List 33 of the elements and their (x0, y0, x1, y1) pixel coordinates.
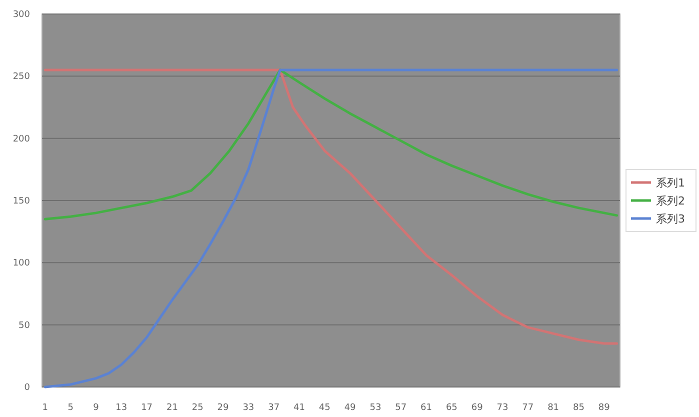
x-tick-label: 1 (42, 403, 48, 413)
x-tick-label: 61 (420, 403, 432, 413)
x-tick-label: 37 (268, 403, 280, 413)
y-tick-label: 250 (12, 72, 30, 82)
x-tick-label: 21 (166, 403, 178, 413)
legend-label: 系列1 (656, 176, 685, 190)
x-tick-label: 17 (141, 403, 153, 413)
legend-label: 系列3 (656, 212, 685, 226)
x-tick-label: 25 (192, 403, 204, 413)
x-tick-label: 49 (344, 403, 356, 413)
y-tick-label: 150 (12, 196, 30, 206)
x-tick-label: 13 (116, 403, 128, 413)
x-tick-label: 45 (318, 403, 330, 413)
x-tick-label: 5 (68, 403, 74, 413)
x-tick-label: 57 (395, 403, 407, 413)
x-tick-label: 65 (446, 403, 458, 413)
y-tick-label: 300 (12, 10, 30, 20)
x-tick-label: 53 (370, 403, 382, 413)
y-tick-label: 0 (24, 383, 30, 393)
y-tick-label: 100 (12, 258, 30, 269)
y-tick-label: 200 (12, 134, 30, 144)
y-tick-label: 50 (18, 320, 30, 331)
x-tick-label: 77 (522, 403, 534, 413)
x-tick-label: 29 (217, 403, 230, 413)
x-tick-label: 9 (93, 403, 100, 413)
x-tick-label: 89 (598, 403, 610, 413)
x-tick-label: 41 (294, 403, 305, 413)
x-tick-label: 73 (496, 403, 508, 413)
legend-label: 系列2 (656, 194, 685, 208)
x-tick-label: 69 (471, 403, 484, 413)
x-tick-label: 33 (242, 403, 254, 413)
x-tick-label: 85 (572, 403, 584, 413)
x-tick-label: 81 (548, 403, 560, 413)
